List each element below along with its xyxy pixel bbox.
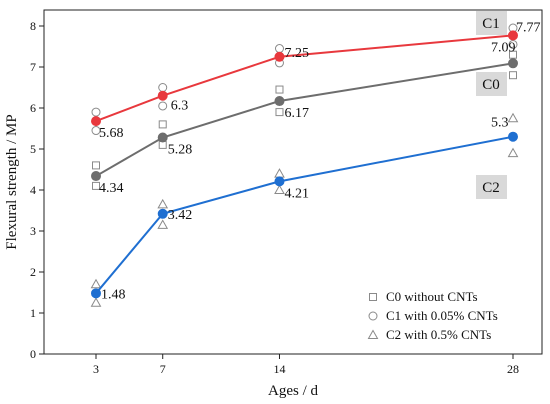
legend-marker: [367, 329, 379, 339]
data-label: 6.3: [171, 99, 189, 114]
series-tag-box: [476, 175, 507, 199]
x-tick-label: 3: [93, 362, 99, 376]
data-label: 5.28: [168, 143, 193, 158]
series-tag-box: [476, 11, 507, 35]
specimen-point: [274, 168, 285, 178]
specimen-point: [158, 120, 167, 129]
y-tick-label: 7: [30, 60, 36, 74]
specimen-point: [274, 44, 284, 54]
series-tag-label: C0: [482, 77, 500, 93]
specimen-point: [158, 83, 168, 92]
series-tag-box: [476, 72, 507, 96]
y-tick-label: 8: [30, 19, 36, 33]
data-label: 7.77: [516, 20, 541, 35]
y-tick-label: 4: [30, 183, 36, 197]
data-label: 1.48: [101, 287, 126, 302]
specimen-point: [92, 161, 100, 170]
series-line: [95, 135, 514, 294]
y-axis-title: Flexural strength / MP: [4, 114, 20, 249]
mean-point: [157, 90, 168, 101]
mean-point: [91, 288, 101, 299]
specimen-point: [507, 112, 519, 123]
y-tick-label: 2: [30, 265, 36, 279]
data-label: 3.42: [168, 208, 193, 223]
legend-marker: [368, 311, 378, 321]
legend-marker: [369, 293, 377, 301]
plot-frame: [43, 9, 543, 355]
x-tick-label: 7: [160, 362, 166, 376]
legend-entry: C0 without CNTs: [386, 289, 478, 304]
mean-point: [508, 131, 518, 142]
specimen-point: [274, 184, 285, 194]
data-label: 4.21: [284, 186, 309, 201]
mean-point: [508, 30, 518, 41]
specimen-point: [91, 126, 101, 136]
mean-point: [157, 208, 168, 219]
data-label: 6.17: [284, 106, 309, 121]
specimen-point: [157, 219, 169, 229]
specimen-point: [158, 101, 168, 111]
series-line: [95, 62, 514, 177]
specimen-point: [90, 278, 102, 289]
legend-entry: C1 with 0.05% CNTs: [386, 308, 498, 323]
specimen-point: [509, 71, 517, 80]
y-tick-label: 6: [30, 101, 36, 115]
chart-marks: 0 1 2 3 4 5 6 7 8 3 7 14 28 1.48 3.42 4.21 5.3 4.34 5.28 6.…: [30, 11, 541, 376]
series-tag-label: C2: [482, 180, 500, 196]
specimen-point: [92, 181, 100, 190]
mean-point: [274, 176, 285, 187]
mean-point: [157, 132, 168, 143]
data-label: 5.3: [491, 116, 509, 131]
specimen-point: [90, 297, 102, 307]
data-label: 7.09: [491, 40, 516, 55]
mean-point: [274, 96, 285, 107]
mean-point: [91, 116, 101, 127]
data-label: 5.68: [99, 126, 124, 141]
mean-point: [91, 171, 101, 182]
data-label: 7.25: [284, 46, 309, 61]
x-tick-label: 14: [273, 362, 285, 376]
x-axis-title: Ages / d: [268, 383, 318, 399]
specimen-point: [507, 147, 519, 158]
mean-point: [508, 58, 518, 69]
mean-point: [274, 51, 285, 62]
y-tick-label: 1: [30, 306, 36, 320]
series-line: [95, 34, 514, 123]
specimen-point: [275, 108, 284, 117]
legend-entry: C2 with 0.5% CNTs: [386, 327, 491, 342]
specimen-point: [508, 39, 518, 49]
series-tag-label: C1: [482, 16, 500, 32]
specimen-point: [157, 198, 169, 209]
specimen-point: [275, 85, 284, 94]
y-tick-label: 0: [30, 347, 36, 361]
specimen-point: [91, 107, 101, 117]
y-tick-label: 3: [30, 224, 36, 238]
y-tick-label: 5: [30, 142, 36, 156]
specimen-point: [509, 50, 517, 59]
data-label: 4.34: [99, 181, 124, 196]
x-tick-label: 28: [507, 362, 519, 376]
